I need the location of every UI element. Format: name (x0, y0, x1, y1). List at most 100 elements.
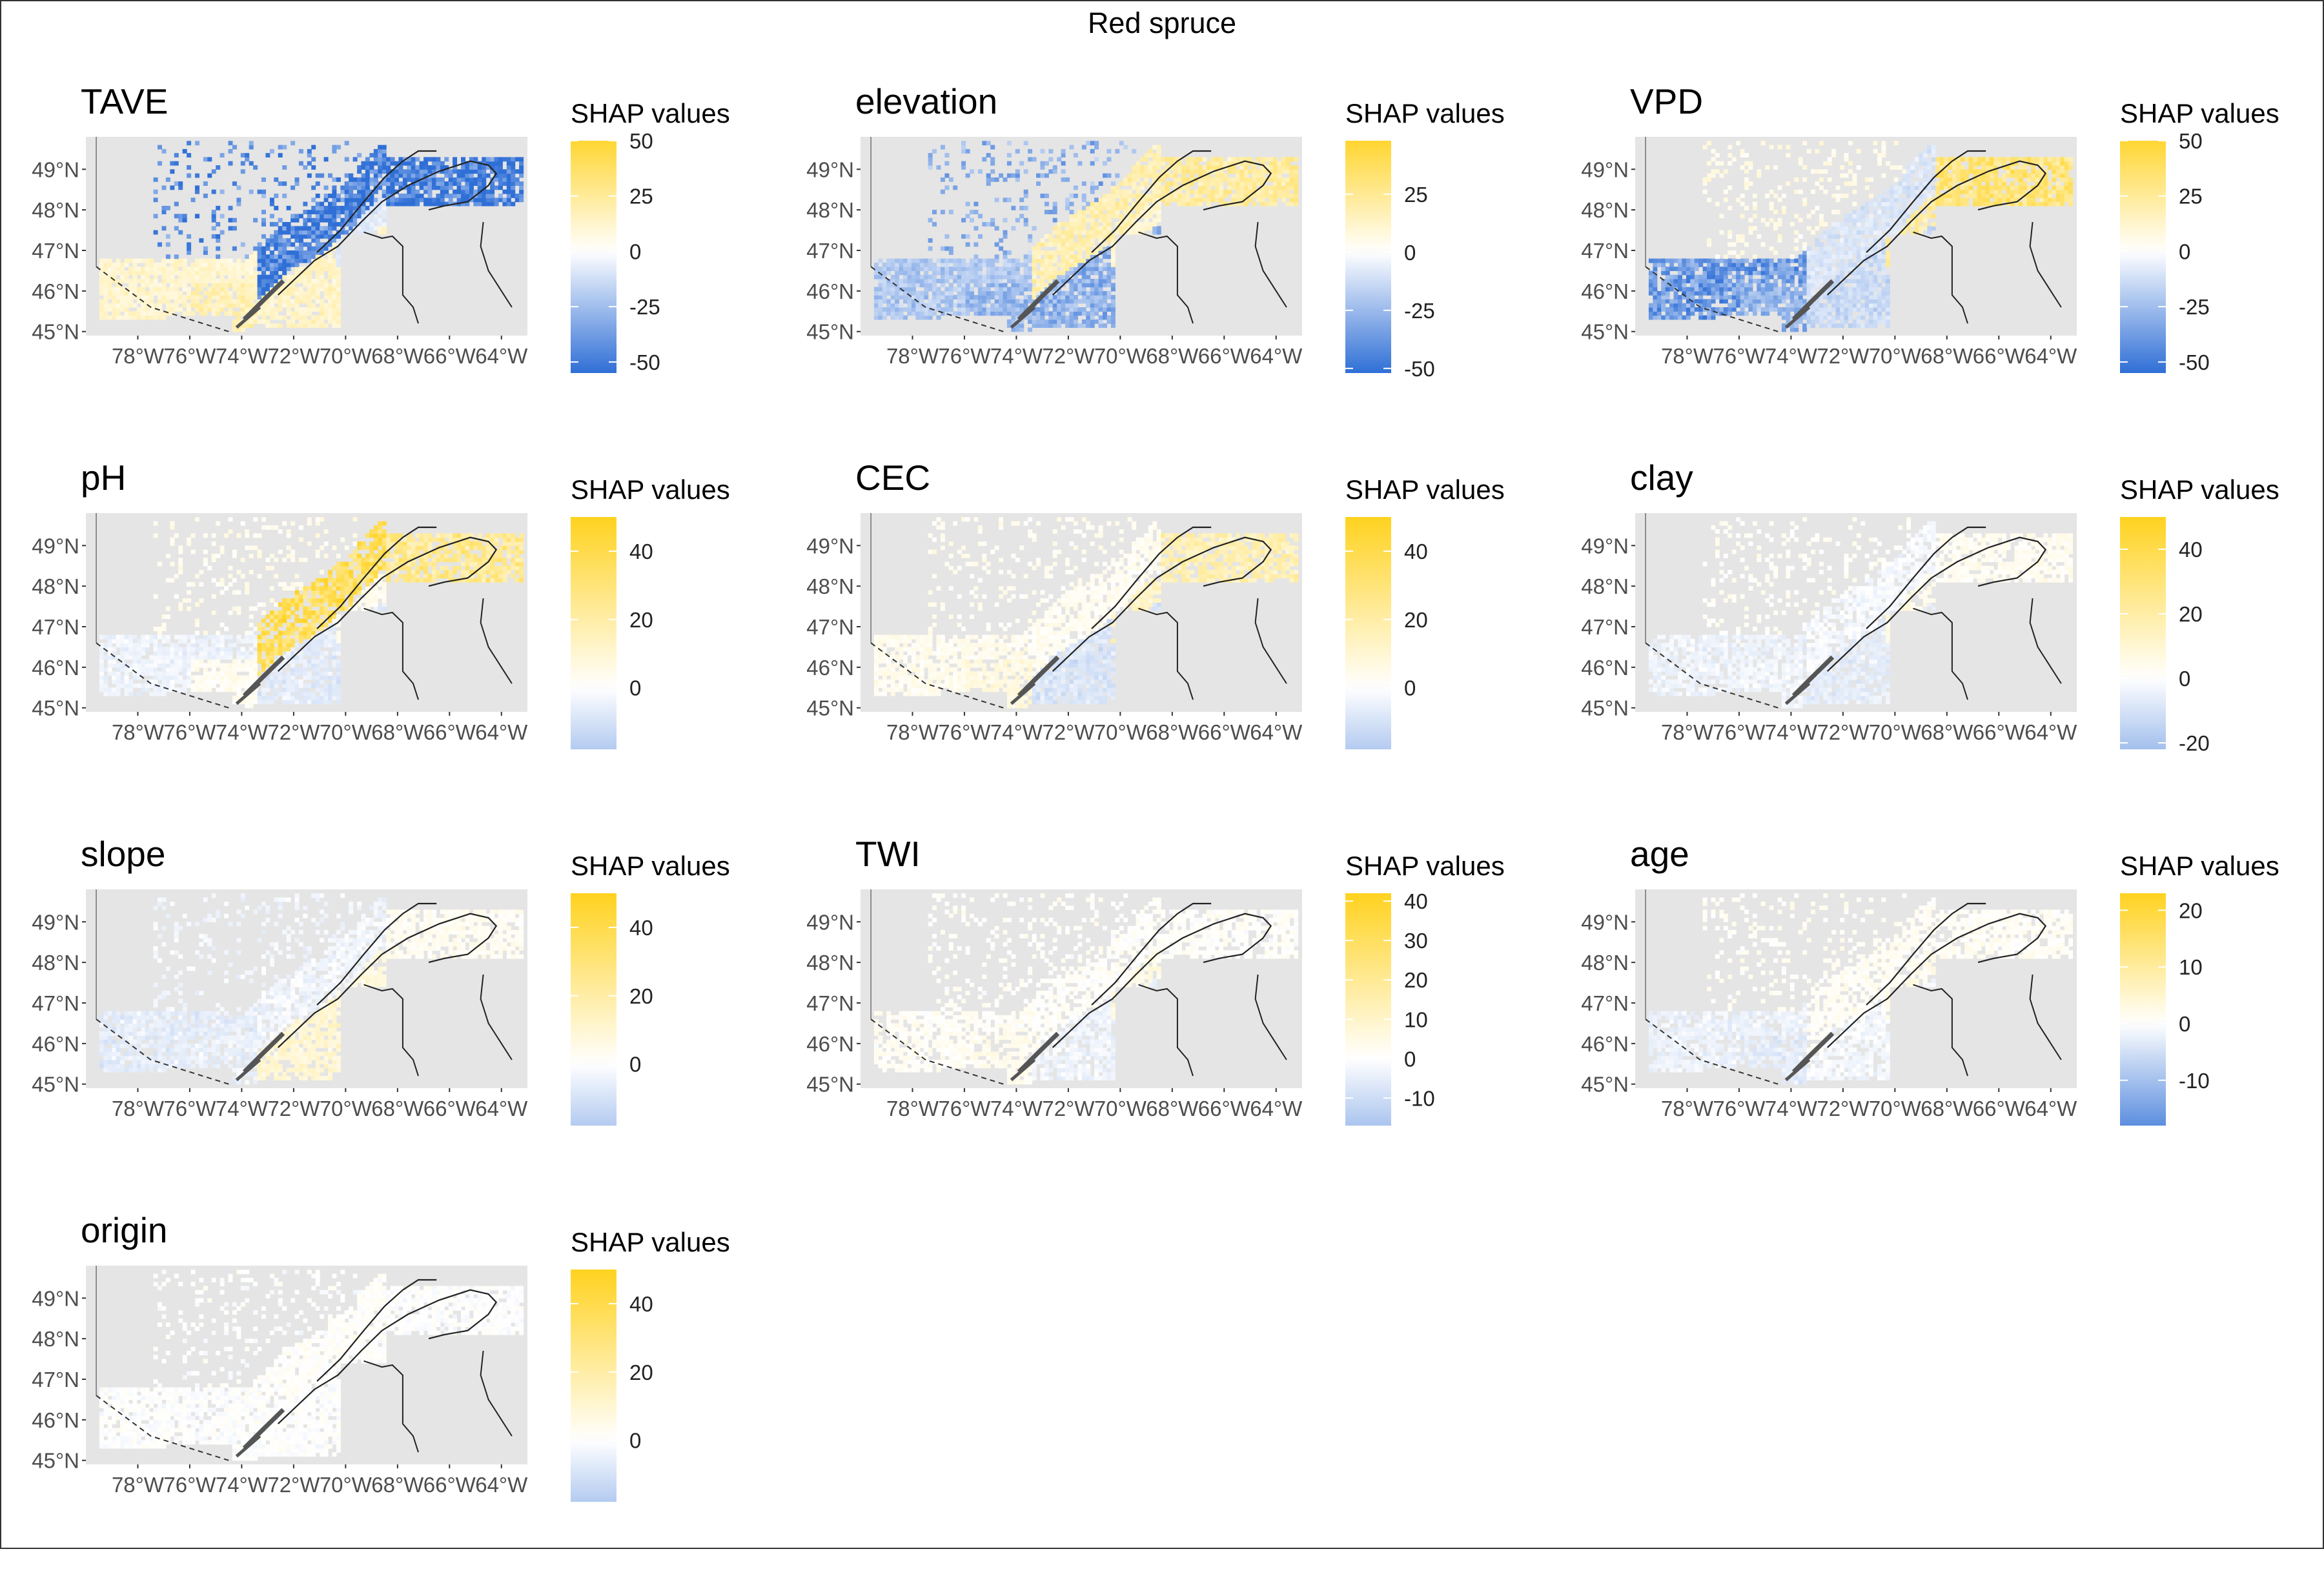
shap-cell (282, 222, 287, 227)
shap-cell (1686, 279, 1691, 283)
shap-cell (1753, 194, 1757, 198)
shap-cell (1857, 230, 1861, 235)
shap-cell (1290, 157, 1294, 161)
shap-cell (403, 169, 407, 174)
shap-cell (1865, 275, 1870, 279)
shap-cell (2035, 169, 2040, 174)
shap-cell (332, 238, 336, 243)
shap-cell (1086, 275, 1090, 279)
shap-cell (328, 287, 332, 292)
shap-cell (212, 190, 216, 194)
shap-cell (1294, 177, 1298, 182)
shap-cell (1227, 157, 1232, 161)
shap-cell (287, 222, 291, 227)
shap-cell (1799, 190, 1803, 194)
shap-cell (324, 194, 329, 198)
shap-cell (287, 299, 291, 303)
shap-cell (303, 222, 307, 227)
shap-cell (166, 287, 170, 292)
shap-cell (1807, 311, 1811, 316)
shap-cell (1669, 263, 1674, 267)
shap-cell (382, 169, 387, 174)
shap-cell (258, 247, 262, 251)
shap-cell (1157, 181, 1161, 186)
shap-cell (125, 263, 129, 267)
shap-cell (1048, 157, 1053, 161)
shap-cell (1065, 259, 1070, 263)
shap-cell (436, 177, 440, 182)
shap-cell (282, 238, 287, 243)
shap-cell (332, 214, 336, 218)
shap-cell (1703, 177, 1707, 182)
shap-cell (311, 250, 316, 255)
shap-cell (1215, 197, 1219, 202)
shap-cell (1099, 295, 1103, 299)
shap-cell (1736, 275, 1740, 279)
shap-cell (941, 247, 945, 251)
shap-cell (1024, 190, 1028, 194)
shap-cell (912, 303, 916, 308)
shap-cell (1898, 181, 1902, 186)
shap-cell (1219, 190, 1223, 194)
shap-cell (1811, 279, 1815, 283)
shap-cell (990, 291, 995, 296)
shap-cell (332, 202, 336, 207)
shap-cell (1007, 319, 1012, 324)
shap-cell (1707, 270, 1711, 275)
shap-cell (920, 283, 924, 287)
shap-cell (1886, 295, 1890, 299)
shap-cell (1840, 259, 1844, 263)
shap-cell (1074, 299, 1078, 303)
shap-cell (1761, 291, 1766, 296)
shap-cell (928, 299, 933, 303)
shap-cell (961, 270, 966, 275)
shap-cell (203, 311, 208, 316)
shap-cell (1736, 263, 1740, 267)
shap-cell (1099, 299, 1103, 303)
shap-cell (1136, 161, 1141, 166)
shap-cell (937, 316, 941, 320)
shap-cell (937, 165, 941, 170)
shap-cell (1074, 267, 1078, 271)
shap-cell (1003, 263, 1008, 267)
shap-cell (232, 275, 237, 279)
shap-cell (1281, 177, 1286, 182)
shap-cell (1840, 226, 1844, 230)
shap-cell (1807, 275, 1811, 279)
shap-cell (316, 206, 320, 210)
shap-cell (966, 307, 970, 312)
shap-cell (1015, 311, 1020, 316)
shap-cell (120, 263, 125, 267)
shap-cell (1748, 299, 1753, 303)
shap-cell (1765, 295, 1769, 299)
shap-cell (1269, 194, 1274, 198)
shap-cell (507, 197, 511, 202)
shap-cell (1203, 197, 1207, 202)
shap-cell (1186, 194, 1190, 198)
shap-cell (316, 226, 320, 230)
shap-cell (229, 161, 233, 166)
shap-cell (295, 303, 300, 308)
shap-cell (1769, 218, 1774, 223)
shap-cell (1990, 161, 1994, 166)
shap-cell (912, 311, 916, 316)
shap-cell (1219, 197, 1223, 202)
shap-cell (1840, 250, 1844, 255)
shap-cell (229, 270, 233, 275)
shap-cell (1210, 190, 1215, 194)
shap-cell (1852, 295, 1857, 299)
shap-cell (1998, 190, 2003, 194)
shap-cell (1061, 222, 1066, 227)
shap-cell (498, 177, 503, 182)
map-area (861, 137, 1302, 336)
shap-cell (941, 291, 945, 296)
shap-cell (99, 303, 104, 308)
shap-cell (178, 295, 183, 299)
shap-cell (999, 307, 1003, 312)
shap-cell (1869, 323, 1873, 328)
shap-cell (1873, 210, 1878, 214)
shap-cell (1828, 267, 1832, 271)
shap-cell (1252, 177, 1257, 182)
shap-cell (1915, 174, 1919, 178)
shap-cell (966, 174, 970, 178)
